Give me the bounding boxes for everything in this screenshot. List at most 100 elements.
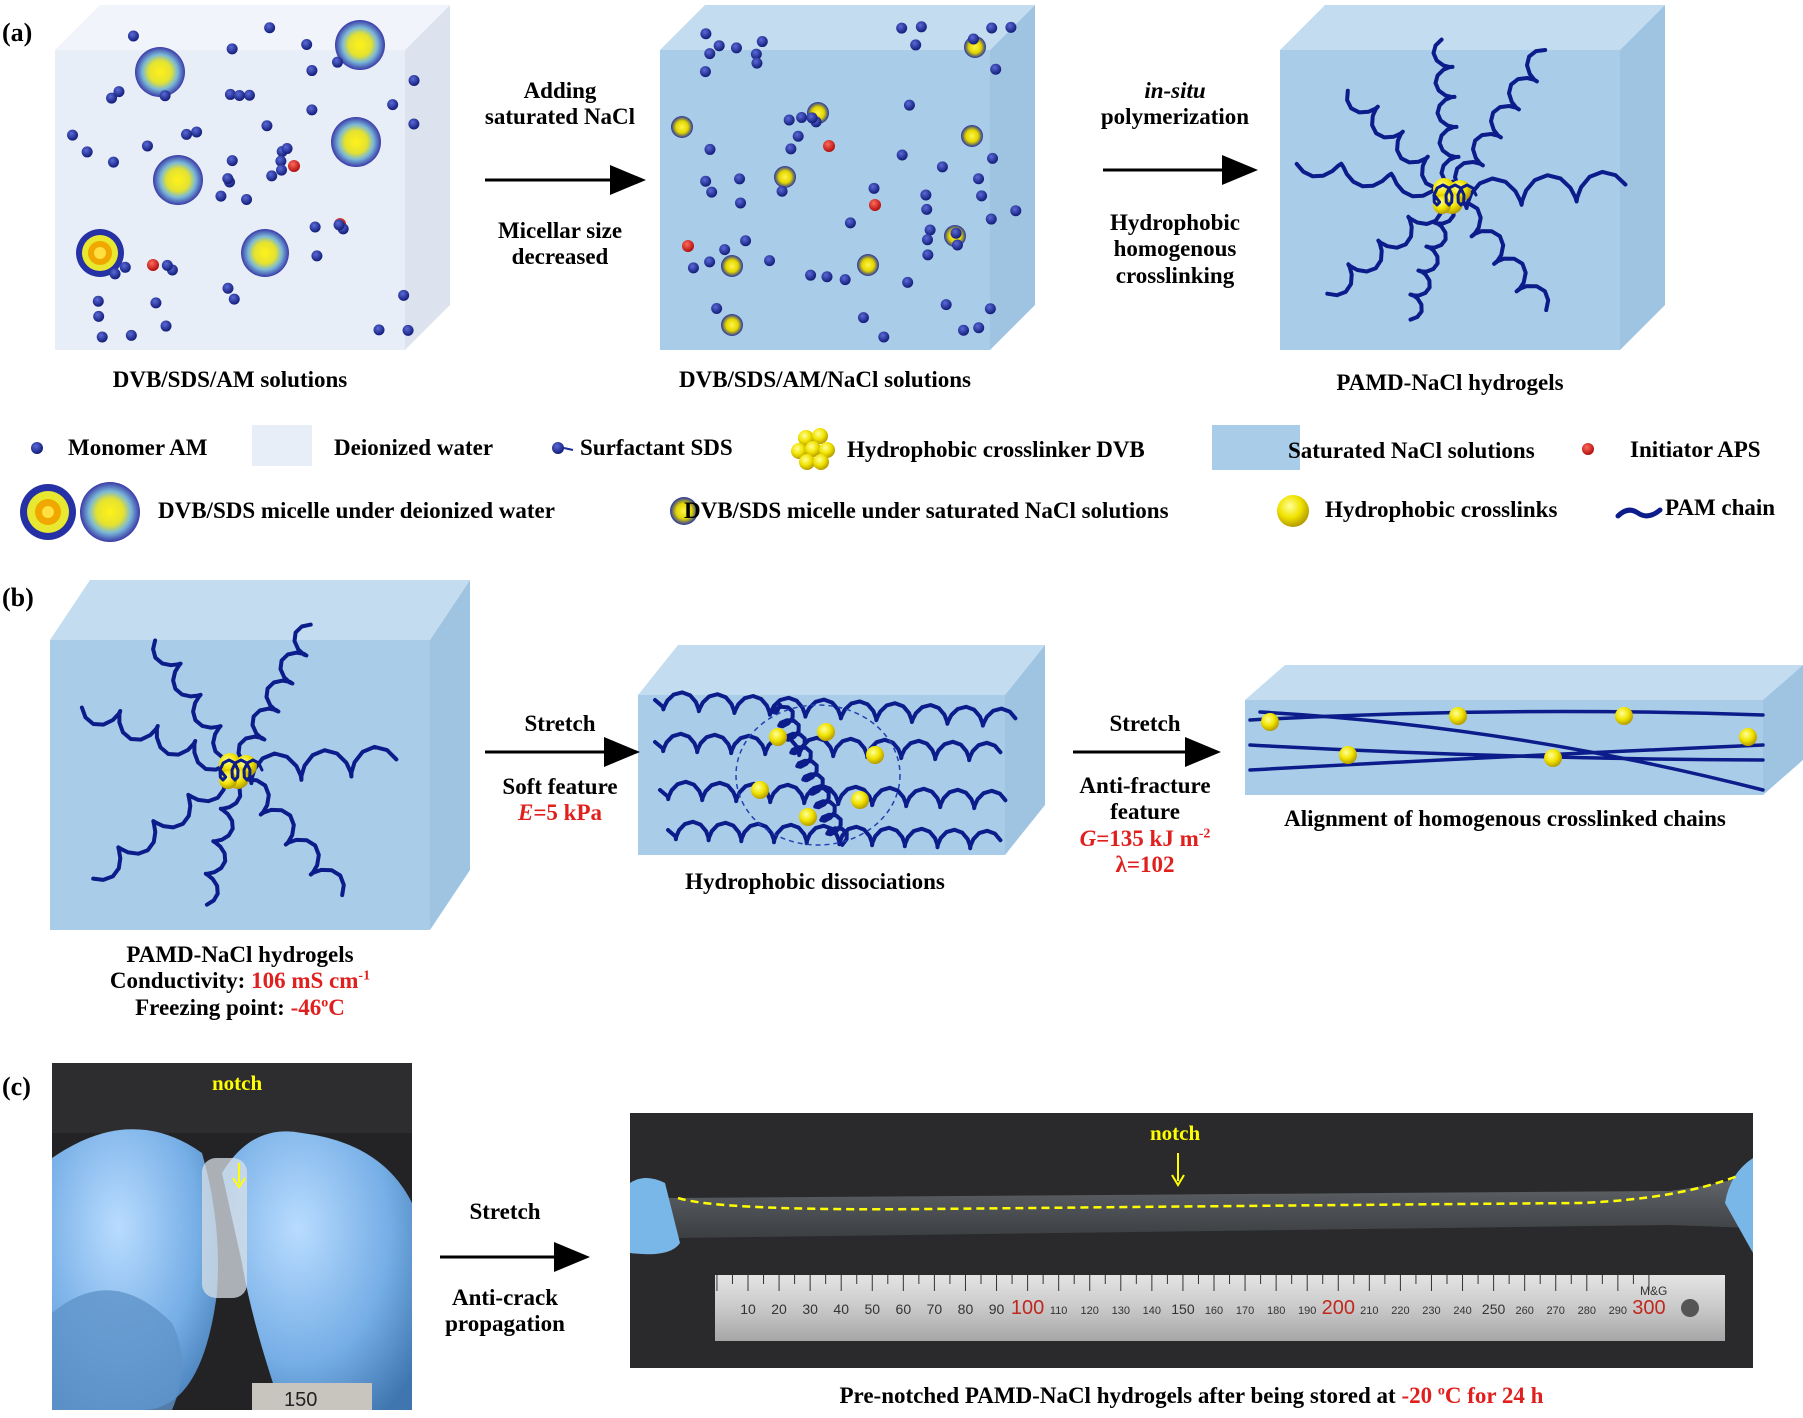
arrow-a1-top-label: Adding saturated NaCl bbox=[470, 78, 650, 131]
monomer-dot bbox=[402, 324, 414, 336]
monomer-dot bbox=[902, 276, 914, 288]
hydrophobic-crosslink bbox=[799, 808, 817, 826]
pam-chain bbox=[79, 705, 240, 772]
legend-crosslinker-label: Hydrophobic crosslinker DVB bbox=[847, 437, 1145, 462]
photo-gloves-illustration: 150 bbox=[52, 1063, 412, 1410]
monomer-dot bbox=[331, 56, 343, 68]
pam-chain bbox=[233, 768, 346, 898]
monomer-dot bbox=[878, 331, 890, 343]
ruler-tick-label: 20 bbox=[771, 1301, 787, 1317]
monomer-dot bbox=[796, 112, 808, 124]
monomer-dot bbox=[776, 185, 788, 197]
pam-chain bbox=[1258, 710, 1765, 792]
monomer-dot bbox=[713, 40, 725, 52]
monomer-dot bbox=[233, 90, 245, 102]
panel-c-label: (c) bbox=[2, 1072, 31, 1101]
hydrophobic-crosslink bbox=[1339, 746, 1357, 764]
pam-chain bbox=[203, 768, 243, 907]
ruler-tick-label: 260 bbox=[1515, 1305, 1533, 1317]
big-micelle bbox=[135, 47, 185, 97]
monomer-dot bbox=[750, 48, 762, 60]
pam-chain bbox=[1447, 193, 1551, 313]
anti-crack-line1: Anti-crack bbox=[451, 1285, 559, 1310]
pam-chain bbox=[151, 638, 243, 772]
arrow-b2-bottom-label: Anti-fracture feature G=135 kJ m-2 λ=102 bbox=[1055, 773, 1235, 879]
freezing-point-line: Freezing point: -46oC bbox=[135, 994, 345, 1020]
pam-chain bbox=[1450, 169, 1628, 211]
notch-label-right: notch bbox=[1150, 1121, 1201, 1145]
initiator-dot bbox=[288, 160, 300, 172]
pam-chain bbox=[1431, 37, 1463, 197]
ruler-tick-label: 30 bbox=[802, 1301, 818, 1317]
box-a1-caption: DVB/SDS/AM solutions bbox=[112, 367, 348, 392]
initiator-dot bbox=[147, 259, 159, 271]
monomer-dot bbox=[306, 65, 318, 77]
monomer-dot bbox=[896, 149, 908, 161]
ruler-tick-label: 250 bbox=[1482, 1301, 1506, 1317]
box-deionized-water bbox=[55, 5, 450, 350]
monomer-dot bbox=[264, 22, 276, 34]
panel-a-label: (a) bbox=[2, 18, 33, 47]
legend-nacl-label: Saturated NaCl solutions bbox=[1288, 438, 1535, 463]
legend-monomer-label: Monomer AM bbox=[68, 435, 208, 460]
monomer-dot bbox=[896, 22, 908, 34]
anti-fracture-line2: feature bbox=[1110, 799, 1180, 825]
legend-graphics bbox=[20, 425, 1663, 542]
monomer-dot bbox=[756, 36, 768, 48]
monomer-dot bbox=[699, 66, 711, 78]
monomer-dot bbox=[735, 197, 747, 209]
monomer-dot bbox=[92, 295, 104, 307]
big-micelle bbox=[241, 229, 289, 277]
monomer-dot bbox=[311, 250, 323, 262]
ruler-tick-label: 140 bbox=[1143, 1305, 1161, 1317]
monomer-dot bbox=[181, 128, 193, 140]
monomer-dot bbox=[222, 173, 234, 185]
pam-chain bbox=[658, 779, 1008, 811]
ruler-tick-label: 270 bbox=[1547, 1305, 1565, 1317]
ruler-tick-label: 70 bbox=[927, 1301, 943, 1317]
anti-fracture-line1: Anti-fracture bbox=[1079, 773, 1211, 798]
monomer-dot bbox=[973, 173, 985, 185]
big-micelle bbox=[153, 155, 203, 205]
monomer-dot bbox=[191, 126, 203, 138]
legend-water-label: Deionized water bbox=[334, 435, 494, 460]
arrow-a1-top-line1: Adding bbox=[523, 78, 597, 103]
monomer-dot bbox=[740, 235, 752, 247]
ruler-tick-label: 240 bbox=[1453, 1305, 1471, 1317]
arrow-c-top-label: Stretch bbox=[469, 1199, 541, 1224]
box-b-aligned bbox=[1245, 665, 1803, 795]
pam-chain bbox=[666, 819, 1003, 851]
ruler-tick-label: 40 bbox=[833, 1301, 849, 1317]
pam-chain bbox=[1450, 48, 1548, 197]
monomer-dot bbox=[408, 75, 420, 87]
legend-chain-label: PAM chain bbox=[1665, 495, 1776, 520]
legend-dvb-cluster bbox=[791, 428, 835, 470]
legend-water-swatch bbox=[252, 425, 312, 466]
modulus-value: E=5 kPa bbox=[517, 800, 603, 826]
small-micelle bbox=[671, 116, 693, 138]
legend-micelle-nacl-label: DVB/SDS micelle under saturated NaCl sol… bbox=[684, 498, 1169, 523]
monomer-dot bbox=[910, 39, 922, 51]
monomer-dot bbox=[106, 92, 118, 104]
arrow-a1-bottom-line1: Micellar size bbox=[497, 218, 623, 243]
monomer-dot bbox=[806, 112, 818, 124]
arrow-c-bottom-label: Anti-crack propagation bbox=[420, 1285, 590, 1338]
monomer-dot bbox=[226, 155, 238, 167]
ruler-tick-label: 160 bbox=[1205, 1305, 1223, 1317]
monomer-dot bbox=[805, 269, 817, 281]
monomer-dot bbox=[306, 104, 318, 116]
box-a3-caption: PAMD-NaCl hydrogels bbox=[1336, 370, 1564, 395]
dissociation-zone bbox=[735, 704, 901, 846]
arrow-a2-top-label: in-situ polymerization bbox=[1085, 78, 1265, 131]
pam-chain bbox=[771, 703, 849, 847]
monomer-dot bbox=[967, 33, 979, 45]
hydrophobic-crosslink bbox=[751, 781, 769, 799]
pam-chain bbox=[91, 766, 240, 882]
box-b3-caption: Alignment of homogenous crosslinked chai… bbox=[1284, 806, 1726, 831]
monomer-dot bbox=[700, 175, 712, 187]
hydrophobic-crosslink bbox=[1615, 707, 1633, 725]
box-b2-caption: Hydrophobic dissociations bbox=[685, 869, 945, 894]
big-micelle bbox=[331, 117, 381, 167]
legend-pam-chain bbox=[1615, 507, 1663, 519]
ruler-tick-label: 130 bbox=[1112, 1305, 1130, 1317]
